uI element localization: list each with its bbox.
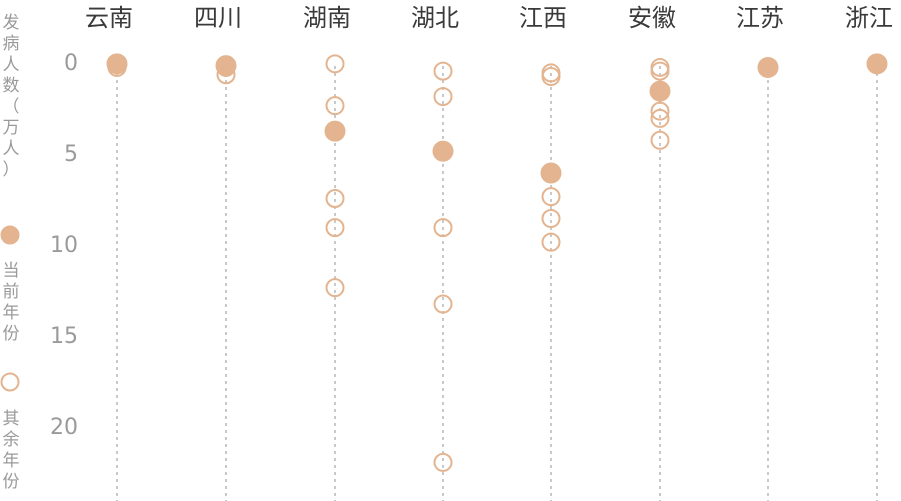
other-year-dot xyxy=(325,96,345,116)
y-tick-label: 0 xyxy=(64,51,78,76)
y-axis-title-char: 人 xyxy=(3,55,20,75)
other-year-dot xyxy=(433,294,453,314)
other-year-dot xyxy=(433,61,453,81)
province-label: 四川 xyxy=(194,4,242,32)
y-axis-title-char: ） xyxy=(3,160,20,180)
current-year-dot xyxy=(866,53,888,75)
y-axis-title-char: 万 xyxy=(3,118,20,138)
other-year-dot xyxy=(433,218,453,238)
province-label: 浙江 xyxy=(845,4,893,32)
y-tick-label: 5 xyxy=(64,142,78,167)
current-year-dot xyxy=(324,120,346,142)
other-year-dot xyxy=(650,108,670,128)
province-label: 湖南 xyxy=(303,4,351,32)
current-year-dot xyxy=(540,162,562,184)
other-year-dot xyxy=(325,54,345,74)
y-axis-title-char: 人 xyxy=(3,139,20,159)
legend-current-char: 份 xyxy=(3,324,20,344)
other-year-dot xyxy=(650,101,670,121)
other-year-dot xyxy=(433,452,453,472)
current-year-dot xyxy=(757,56,779,78)
other-year-dot xyxy=(541,232,561,252)
legend-current-char: 当 xyxy=(3,261,20,281)
province-label: 云南 xyxy=(85,4,133,32)
other-year-dot xyxy=(325,278,345,298)
current-year-dot xyxy=(215,55,237,77)
other-year-dot xyxy=(325,218,345,238)
y-axis-title-char: 发 xyxy=(3,13,20,33)
legend-other-char: 其 xyxy=(3,409,20,429)
y-tick-label: 10 xyxy=(50,233,78,258)
other-year-dot xyxy=(433,87,453,107)
current-year-dot xyxy=(432,140,454,162)
other-year-dot xyxy=(325,189,345,208)
province-label: 江苏 xyxy=(736,4,784,32)
other-year-dot xyxy=(541,209,561,229)
legend-current-char: 前 xyxy=(3,282,20,302)
y-axis-title-char: 数 xyxy=(3,76,20,96)
province-labels: 云南 四川 湖南 湖北 江西 安徽 江苏 浙江 xyxy=(85,4,893,32)
legend-other-char: 份 xyxy=(3,472,20,492)
guide-lines xyxy=(116,66,878,501)
legend-other-marker xyxy=(0,372,20,392)
y-axis-ticks: 0 5 10 15 20 xyxy=(50,51,78,440)
legend-current-marker xyxy=(0,225,20,245)
y-axis-title-char: （ xyxy=(3,97,20,117)
y-axis-title-char: 病 xyxy=(3,34,20,54)
y-tick-label: 20 xyxy=(50,415,78,440)
legend-other-char: 年 xyxy=(3,451,20,471)
other-year-dot xyxy=(541,67,561,87)
other-year-dot xyxy=(650,61,670,81)
current-year-markers xyxy=(106,53,888,184)
current-year-dot xyxy=(106,53,128,75)
other-year-dot xyxy=(541,187,561,207)
other-year-dot xyxy=(650,130,670,150)
province-label: 安徽 xyxy=(628,4,676,32)
legend-other-char: 余 xyxy=(3,430,20,450)
y-tick-label: 15 xyxy=(50,324,78,349)
province-label: 湖北 xyxy=(411,4,459,32)
legend-current-char: 年 xyxy=(3,303,20,323)
province-label: 江西 xyxy=(519,4,567,32)
current-year-dot xyxy=(649,80,671,102)
